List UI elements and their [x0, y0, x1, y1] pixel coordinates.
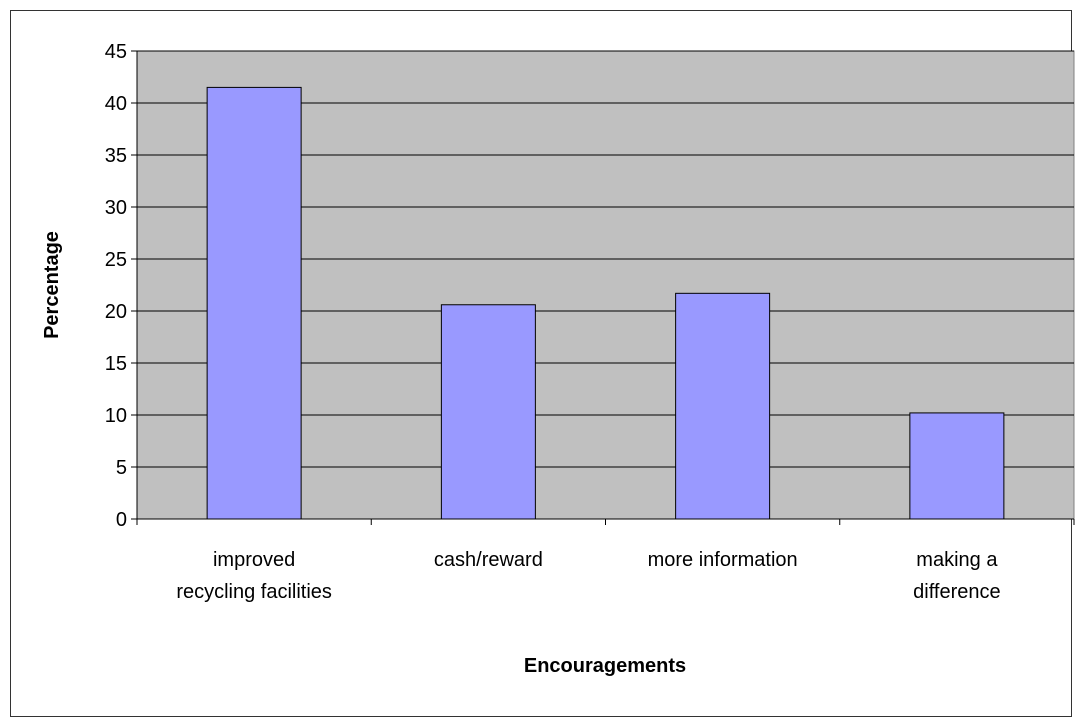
y-axis-title: Percentage: [41, 231, 63, 339]
bar-1: [440, 304, 536, 520]
y-tick-label: 30: [105, 197, 127, 219]
y-tick-label: 40: [105, 93, 127, 115]
bar-0: [206, 86, 302, 520]
bars: [206, 86, 1005, 520]
bar-3: [909, 412, 1005, 520]
y-tick-labels: 0 5 10 15 20 25 30 35 40 45: [105, 41, 127, 531]
y-tick-label: 5: [116, 457, 127, 479]
y-tick-label: 10: [105, 405, 127, 427]
x-category-labels: improved recycling facilities cash/reward m…: [176, 549, 1000, 603]
y-tick-label: 0: [116, 509, 127, 531]
y-tick-label: 15: [105, 353, 127, 375]
bar-2: [675, 292, 771, 520]
y-tick-label: 25: [105, 249, 127, 271]
y-tick-label: 45: [105, 41, 127, 63]
y-tick-label: 35: [105, 145, 127, 167]
x-category-label: more information: [648, 549, 798, 571]
x-category-label: recycling facilities: [176, 581, 332, 603]
x-axis-title: Encouragements: [524, 655, 686, 677]
x-category-label: improved: [213, 549, 295, 571]
axes: [131, 50, 1075, 525]
x-category-label: difference: [913, 581, 1000, 603]
y-tick-label: 20: [105, 301, 127, 323]
x-category-label: cash/reward: [434, 549, 543, 571]
x-category-label: making a: [916, 549, 998, 571]
